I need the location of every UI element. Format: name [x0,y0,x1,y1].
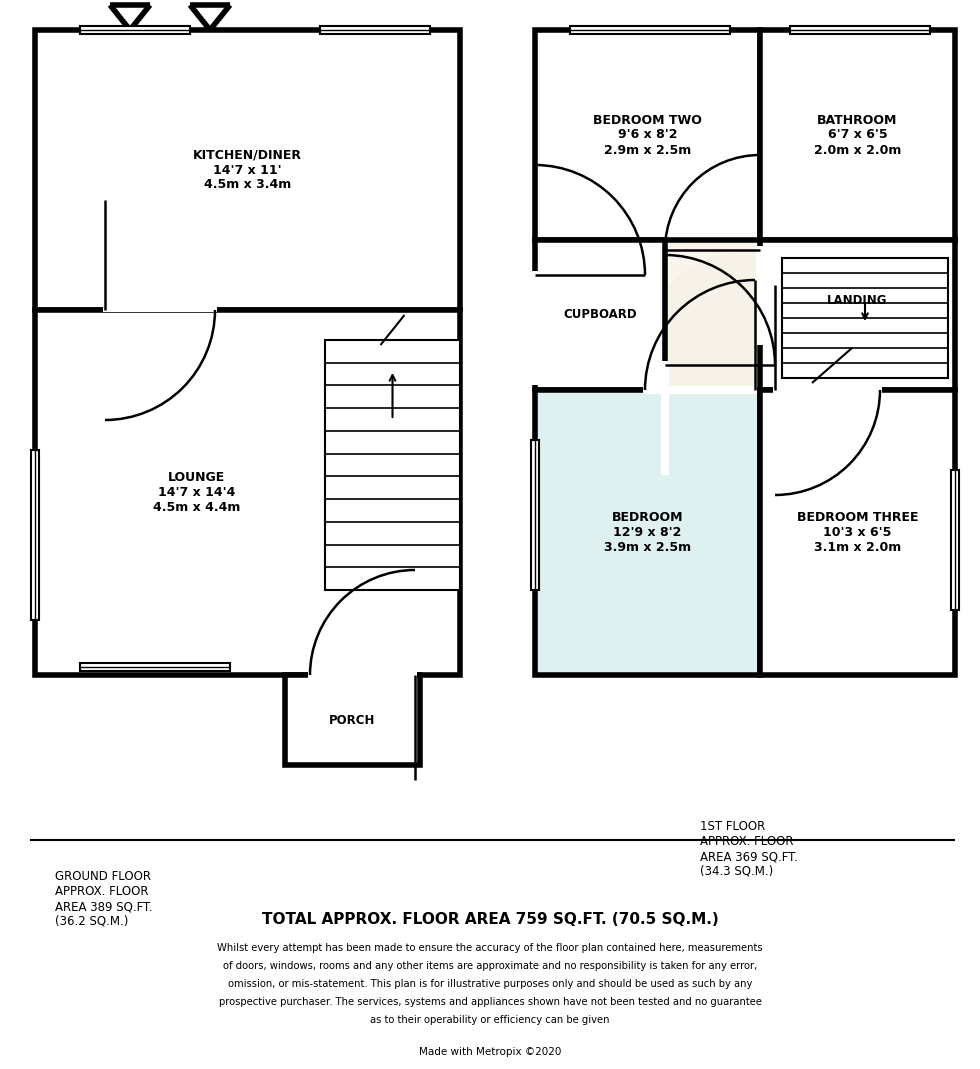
Bar [756,246,764,345]
Text: KITCHEN/DINER
14'7 x 11'
4.5m x 3.4m: KITCHEN/DINER 14'7 x 11' 4.5m x 3.4m [193,149,302,191]
Text: 1ST FLOOR
APPROX. FLOOR
AREA 369 SQ.FT.
(34.3 SQ.M.): 1ST FLOOR APPROX. FLOOR AREA 369 SQ.FT. … [700,820,798,878]
Polygon shape [645,252,845,452]
Text: BEDROOM TWO
9'6 x 8'2
2.9m x 2.5m: BEDROOM TWO 9'6 x 8'2 2.9m x 2.5m [593,113,702,156]
Text: BATHROOM
6'7 x 6'5
2.0m x 2.0m: BATHROOM 6'7 x 6'5 2.0m x 2.0m [813,113,902,156]
Bar [308,671,417,679]
Text: GROUND FLOOR
APPROX. FLOOR
AREA 389 SQ.FT.
(36.2 SQ.M.): GROUND FLOOR APPROX. FLOOR AREA 389 SQ.F… [55,870,153,928]
Bar [782,258,948,378]
Text: CUPBOARD: CUPBOARD [564,309,637,322]
Bar [535,390,760,675]
Bar [535,30,760,241]
Bar [773,386,882,394]
Text: TOTAL APPROX. FLOOR AREA 759 SQ.FT. (70.5 SQ.M.): TOTAL APPROX. FLOOR AREA 759 SQ.FT. (70.… [262,913,718,928]
Bar [31,450,39,620]
Polygon shape [585,192,905,512]
Polygon shape [615,222,875,482]
Bar [35,30,460,310]
Bar [760,30,955,241]
Bar [531,440,539,590]
Text: LANDING: LANDING [827,294,888,307]
Text: of doors, windows, rooms and any other items are approximate and no responsibili: of doors, windows, rooms and any other i… [222,961,758,971]
Bar [531,272,539,385]
Bar [570,26,730,34]
Text: Made with Metropix ©2020: Made with Metropix ©2020 [418,1047,562,1057]
Bar [80,26,190,34]
Bar [643,386,757,394]
Bar [951,470,959,610]
Bar [80,663,230,671]
Polygon shape [118,222,377,482]
Text: as to their operability or efficiency can be given: as to their operability or efficiency ca… [370,1014,610,1025]
Bar [320,26,430,34]
Text: BEDROOM THREE
10'3 x 6'5
3.1m x 2.0m: BEDROOM THREE 10'3 x 6'5 3.1m x 2.0m [797,511,918,554]
Polygon shape [87,192,408,512]
Bar [285,675,420,765]
Bar [35,310,460,675]
Text: LOUNGE
14'7 x 14'4
4.5m x 4.4m: LOUNGE 14'7 x 14'4 4.5m x 4.4m [153,471,240,514]
Text: PORCH: PORCH [329,713,375,727]
Bar [103,306,217,312]
Bar [760,390,955,675]
Bar [661,361,669,475]
Bar [760,241,955,390]
Text: BEDROOM
12'9 x 8'2
3.9m x 2.5m: BEDROOM 12'9 x 8'2 3.9m x 2.5m [604,511,691,554]
Text: omission, or mis-statement. This plan is for illustrative purposes only and shou: omission, or mis-statement. This plan is… [227,979,753,989]
Bar [790,26,930,34]
Polygon shape [148,252,348,452]
Bar [325,340,460,590]
Text: Whilst every attempt has been made to ensure the accuracy of the floor plan cont: Whilst every attempt has been made to en… [218,943,762,952]
Bar [535,241,665,390]
Text: prospective purchaser. The services, systems and appliances shown have not been : prospective purchaser. The services, sys… [219,997,761,1007]
